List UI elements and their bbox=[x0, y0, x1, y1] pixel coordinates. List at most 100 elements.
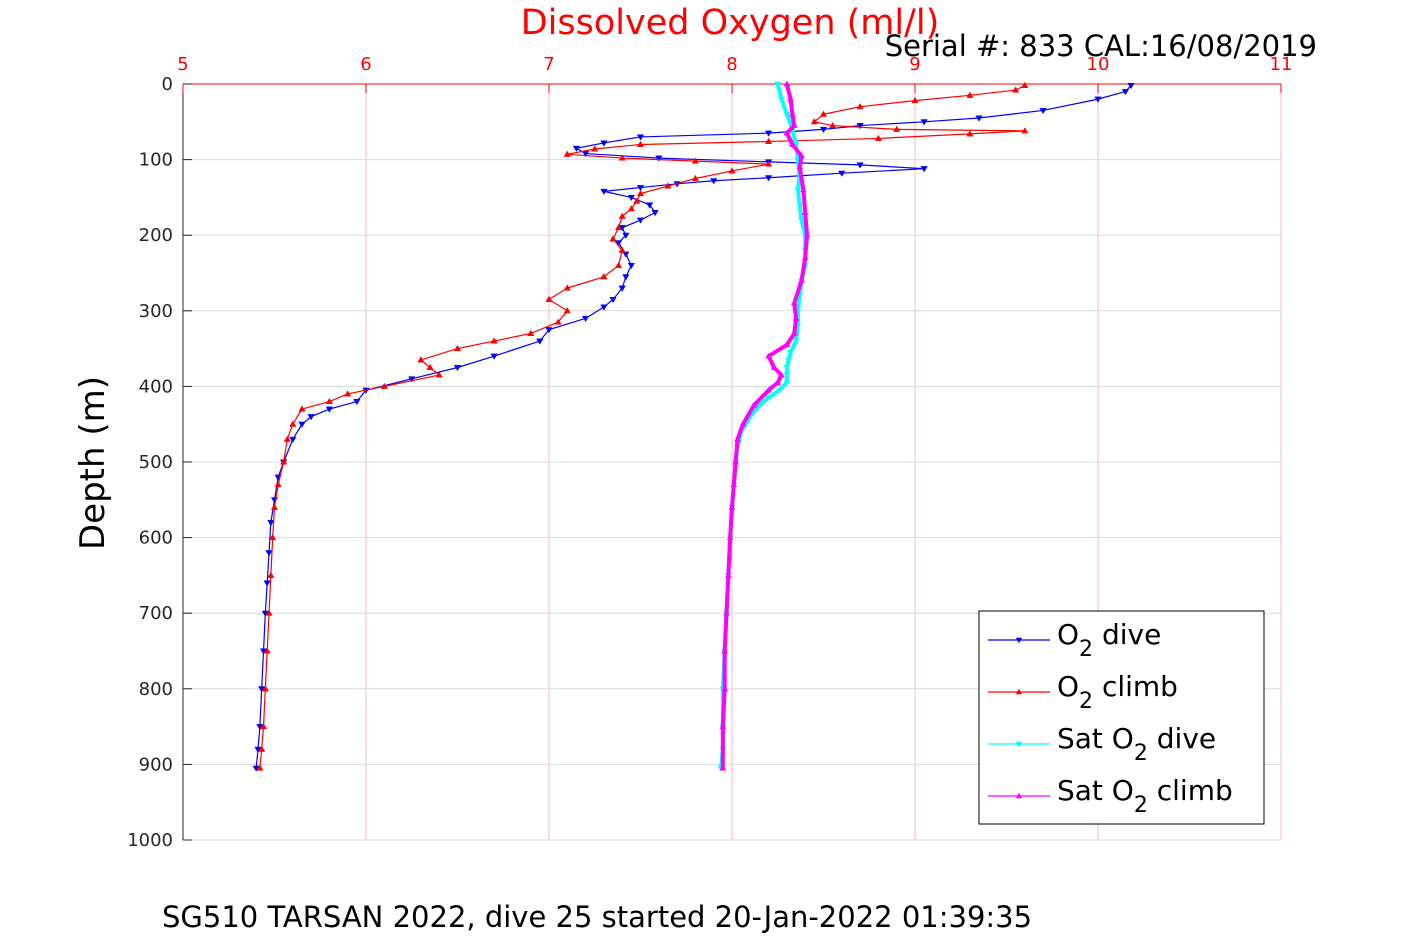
data-point bbox=[838, 170, 846, 177]
data-point bbox=[783, 365, 791, 371]
data-point bbox=[600, 188, 608, 196]
data-point bbox=[794, 187, 802, 194]
data-point bbox=[636, 134, 645, 141]
data-point bbox=[783, 380, 791, 387]
data-point bbox=[796, 202, 804, 209]
data-point bbox=[609, 296, 617, 304]
y-tick-label: 600 bbox=[139, 528, 173, 549]
data-point bbox=[792, 338, 800, 345]
data-point bbox=[787, 350, 794, 356]
data-point bbox=[655, 155, 663, 162]
series-sat-o2-climb bbox=[719, 80, 811, 771]
data-point bbox=[774, 81, 782, 88]
data-point bbox=[646, 202, 654, 209]
legend-label: Sat O2 dive bbox=[1057, 722, 1216, 766]
data-point bbox=[856, 102, 864, 110]
x-tick-label: 6 bbox=[360, 54, 371, 75]
y-tick-label: 0 bbox=[162, 74, 173, 95]
data-point bbox=[774, 379, 782, 385]
data-point bbox=[764, 137, 773, 144]
data-point bbox=[764, 175, 773, 182]
data-point bbox=[563, 150, 571, 157]
data-point bbox=[353, 399, 361, 406]
data-point bbox=[783, 111, 791, 118]
axes: 5 6 7 8 9 10 11 0 100 200 300 400 500 600 700 800 900 100… bbox=[127, 54, 1292, 851]
series-o2-dive bbox=[252, 83, 1135, 772]
data-point bbox=[764, 130, 773, 137]
data-point bbox=[1039, 107, 1047, 115]
data-point bbox=[280, 458, 288, 465]
data-point bbox=[911, 96, 919, 104]
y-tick-label: 1000 bbox=[127, 830, 173, 851]
data-point bbox=[975, 115, 983, 122]
data-point bbox=[591, 145, 599, 152]
data-point bbox=[274, 480, 282, 488]
legend-entry: Sat O2 climb bbox=[988, 774, 1233, 818]
data-point bbox=[783, 80, 791, 87]
data-point bbox=[572, 145, 581, 152]
data-point bbox=[739, 420, 747, 427]
data-point bbox=[819, 110, 828, 117]
data-point bbox=[600, 304, 608, 311]
data-point bbox=[732, 458, 740, 465]
data-point bbox=[1094, 96, 1102, 103]
data-point bbox=[490, 353, 498, 360]
data-point bbox=[263, 580, 271, 587]
data-point bbox=[920, 119, 928, 126]
data-point bbox=[426, 363, 434, 370]
y-axis-label: Depth (m) bbox=[73, 376, 113, 550]
data-point bbox=[298, 405, 306, 412]
x-tick-label: 9 bbox=[909, 54, 920, 75]
data-point bbox=[618, 154, 626, 161]
data-point bbox=[636, 189, 645, 197]
data-point bbox=[263, 647, 271, 654]
series-o2-climb bbox=[256, 81, 1029, 771]
legend-label: O2 climb bbox=[1057, 670, 1178, 714]
data-point bbox=[788, 110, 796, 117]
data-point bbox=[267, 519, 275, 527]
serial-calibration-label: Serial #: 833 CAL:16/08/2019 bbox=[885, 29, 1317, 63]
data-point bbox=[856, 162, 864, 169]
data-point bbox=[785, 357, 793, 364]
data-point bbox=[627, 262, 635, 270]
data-point bbox=[1012, 86, 1020, 93]
data-point bbox=[750, 401, 758, 408]
data-point bbox=[270, 503, 279, 510]
data-point bbox=[490, 337, 498, 344]
data-point bbox=[453, 365, 462, 372]
data-point bbox=[787, 95, 794, 102]
data-point bbox=[803, 231, 811, 238]
y-tick-label: 700 bbox=[139, 603, 173, 624]
dive-caption: SG510 TARSAN 2022, dive 25 started 20-Ja… bbox=[162, 900, 1032, 934]
data-point bbox=[966, 91, 974, 98]
x-tick-label: 8 bbox=[726, 54, 737, 75]
data-point bbox=[614, 223, 623, 231]
data-point bbox=[1021, 127, 1029, 134]
data-point bbox=[651, 210, 659, 217]
data-point bbox=[554, 318, 562, 325]
data-point bbox=[289, 436, 297, 444]
data-point bbox=[796, 163, 804, 170]
data-point bbox=[801, 254, 809, 261]
data-point bbox=[783, 341, 791, 348]
data-point bbox=[756, 402, 763, 409]
data-point bbox=[259, 722, 268, 730]
data-point bbox=[790, 122, 798, 128]
data-point bbox=[545, 295, 553, 302]
data-point bbox=[765, 386, 773, 393]
data-point bbox=[435, 371, 443, 378]
x-tick-label: 7 bbox=[543, 54, 554, 75]
data-point bbox=[798, 217, 805, 224]
x-tick-label: 10 bbox=[1087, 54, 1110, 75]
data-point bbox=[408, 376, 416, 383]
legend-marker-swatch bbox=[1015, 637, 1023, 644]
data-point bbox=[453, 344, 462, 352]
data-point bbox=[265, 550, 273, 557]
x-tick-label: 11 bbox=[1270, 54, 1293, 75]
y-tick-label: 100 bbox=[139, 150, 173, 171]
data-point bbox=[799, 186, 807, 193]
data-point bbox=[267, 571, 275, 578]
y-tick-label: 400 bbox=[139, 376, 173, 397]
data-point bbox=[618, 246, 626, 253]
